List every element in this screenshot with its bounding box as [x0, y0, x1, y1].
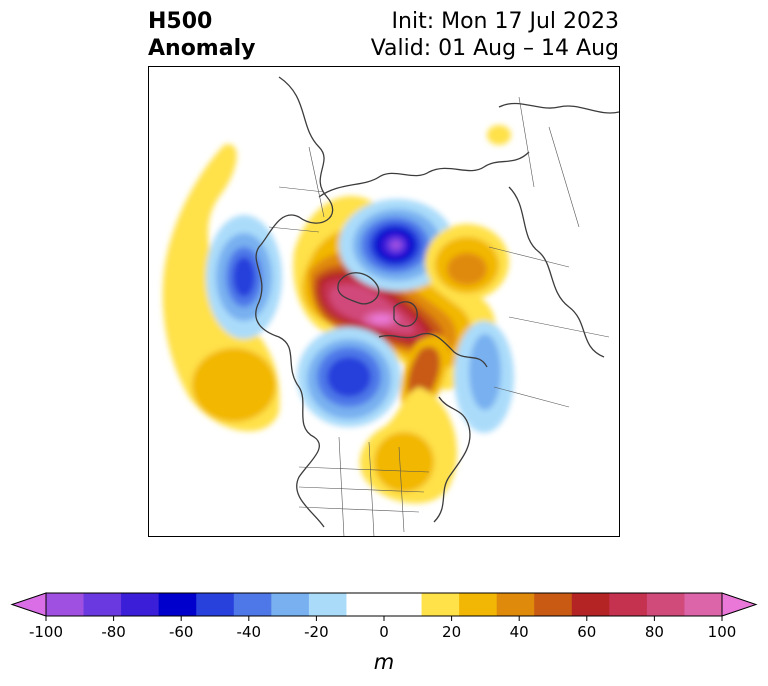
- colorbar-cell: [459, 593, 498, 616]
- anomaly-map: [148, 66, 620, 537]
- colorbar-cell: [158, 593, 197, 616]
- colorbar-cell: [684, 593, 723, 616]
- borders-layer: [268, 96, 610, 536]
- coastline-layer: [255, 76, 619, 528]
- colorbar-tick-label: -100: [29, 623, 63, 641]
- colorbar-tick-label: 80: [645, 623, 664, 641]
- colorbar-cell: [83, 593, 122, 616]
- colorbar-tick-label: 0: [379, 623, 389, 641]
- anomaly-fill-layer: [162, 125, 514, 504]
- colorbar-cell: [308, 593, 347, 616]
- colorbar-cell: [609, 593, 648, 616]
- colorbar-cells: [10, 592, 758, 617]
- colorbar-cell: [646, 593, 685, 616]
- colorbar-cell: [346, 593, 385, 616]
- colorbar-tick-label: 60: [577, 623, 596, 641]
- colorbar-tick-label: -20: [304, 623, 329, 641]
- colorbar-tick-label: 100: [708, 623, 737, 641]
- colorbar-extend-min: [10, 592, 47, 617]
- colorbar-extend-max: [721, 592, 758, 617]
- colorbar-cell: [496, 593, 535, 616]
- colorbar-tick-label: -40: [237, 623, 262, 641]
- colorbar-tick-label: 20: [442, 623, 461, 641]
- colorbar-cell: [534, 593, 573, 616]
- title-left-line1: H500: [148, 9, 213, 34]
- colorbar-cell: [271, 593, 310, 616]
- colorbar-cell: [46, 593, 85, 616]
- colorbar-tick-label: -80: [101, 623, 126, 641]
- title-right-line1: Init: Mon 17 Jul 2023: [391, 9, 619, 34]
- colorbar-cell: [421, 593, 460, 616]
- title-right-line2: Valid: 01 Aug – 14 Aug: [370, 36, 619, 61]
- colorbar-cell: [384, 593, 423, 616]
- colorbar-cell: [233, 593, 272, 616]
- colorbar-ticks: -100 -80 -60 -40 -20 0 20 40 60 80 100: [29, 616, 736, 641]
- map-canvas: [162, 76, 619, 536]
- colorbar-tick-label: 40: [510, 623, 529, 641]
- colorbar-units: m: [373, 650, 395, 674]
- colorbar: -100 -80 -60 -40 -20 0 20 40 60 80 100: [10, 592, 758, 641]
- colorbar-cell: [196, 593, 235, 616]
- colorbar-tick-label: -60: [169, 623, 194, 641]
- colorbar-cell: [571, 593, 610, 616]
- title-left-line2: Anomaly: [148, 36, 256, 61]
- colorbar-cell: [121, 593, 160, 616]
